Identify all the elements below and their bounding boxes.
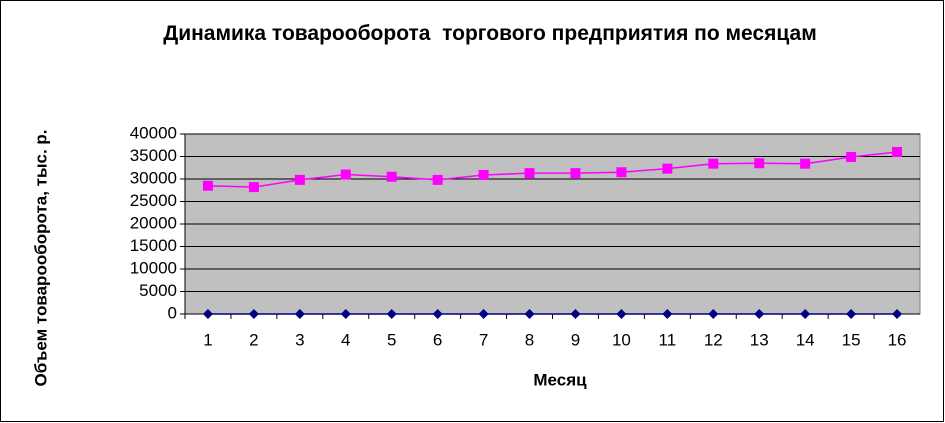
x-tick-label: 6 — [433, 330, 442, 349]
point — [202, 180, 213, 191]
y-tick-label: 20000 — [130, 213, 177, 232]
y-tick-label: 10000 — [130, 258, 177, 277]
point — [800, 158, 811, 169]
chart-title: Динамика товарооборота торгового предпри… — [163, 22, 817, 45]
point — [846, 309, 857, 319]
x-axis-title: Месяц — [533, 370, 587, 389]
x-tick-label: 13 — [750, 330, 769, 349]
point — [708, 309, 719, 319]
point — [340, 169, 351, 180]
x-tick-label: 10 — [612, 330, 631, 349]
y-tick-label: 35000 — [130, 146, 177, 165]
point — [662, 309, 673, 319]
y-tick-label: 25000 — [130, 191, 177, 210]
point — [478, 169, 489, 180]
series-line — [207, 151, 898, 188]
point — [616, 167, 627, 178]
point — [294, 174, 305, 185]
point — [892, 309, 903, 319]
point — [248, 309, 259, 319]
point — [616, 309, 627, 319]
y-tick-label: 15000 — [130, 236, 177, 255]
point — [386, 309, 397, 319]
x-tick-label: 16 — [888, 330, 907, 349]
point — [662, 163, 673, 174]
y-tick-label: 40000 — [130, 123, 177, 142]
point — [800, 309, 811, 319]
x-tick-label: 9 — [571, 330, 580, 349]
point — [524, 309, 535, 319]
y-tick-label: 0 — [168, 303, 177, 322]
x-tick-label: 15 — [842, 330, 861, 349]
y-tick-label: 30000 — [130, 168, 177, 187]
point — [524, 168, 535, 179]
point — [202, 309, 213, 319]
point — [570, 309, 581, 319]
point — [432, 174, 443, 185]
point — [846, 151, 857, 162]
y-axis-title: Объем товарооборота, тыс. р. — [31, 129, 50, 386]
x-tick-label: 11 — [659, 330, 677, 349]
x-tick-label: 12 — [704, 330, 723, 349]
point — [892, 147, 903, 157]
x-tick-label: 5 — [387, 330, 396, 349]
x-tick-label: 4 — [341, 330, 350, 349]
point — [708, 158, 719, 169]
x-tick-label: 8 — [525, 330, 534, 349]
x-tick-label: 1 — [203, 330, 212, 349]
x-tick-label: 14 — [796, 330, 815, 349]
x-tick-label: 7 — [479, 330, 488, 349]
point — [754, 158, 765, 169]
point — [294, 309, 305, 319]
point — [386, 171, 397, 182]
point — [478, 309, 489, 319]
x-tick-label: 3 — [295, 330, 304, 349]
x-tick-label: 2 — [249, 330, 258, 349]
y-tick-label: 5000 — [139, 281, 177, 300]
point — [570, 168, 581, 179]
point — [248, 182, 259, 193]
point — [432, 309, 443, 319]
point — [754, 309, 765, 319]
point — [340, 309, 351, 319]
